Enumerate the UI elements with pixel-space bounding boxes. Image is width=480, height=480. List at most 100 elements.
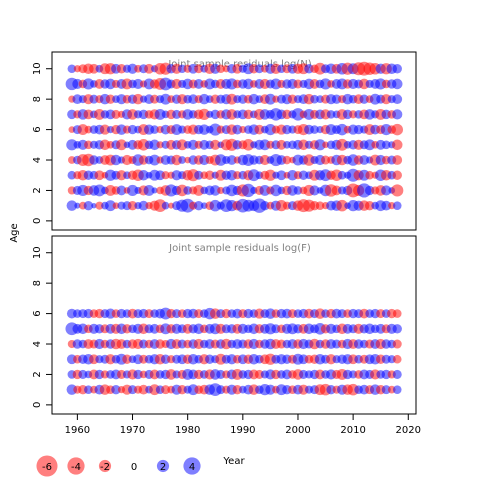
residual-bubble xyxy=(116,139,127,151)
residual-bubble xyxy=(260,200,270,211)
residual-bubble xyxy=(392,170,402,180)
residual-bubble xyxy=(264,169,277,181)
y-tick-label: 6 xyxy=(32,310,43,316)
residual-bubble xyxy=(392,354,402,364)
residual-bubble xyxy=(336,138,349,151)
residual-bubble xyxy=(127,124,138,135)
y-axis-label: Age xyxy=(9,223,20,242)
residual-bubble xyxy=(156,141,164,149)
residual-bubble xyxy=(151,187,158,194)
x-tick-label: 1970 xyxy=(120,425,145,436)
y-tick-label: 10 xyxy=(32,62,43,75)
residual-bubble xyxy=(336,199,348,212)
residual-bubble xyxy=(144,63,154,74)
residual-bubble xyxy=(364,200,375,211)
residual-bubble xyxy=(309,185,320,196)
y-axis: 0 2 4 6 8 10 xyxy=(32,62,52,224)
residual-bubble xyxy=(336,123,348,136)
residual-bubble xyxy=(232,124,243,135)
residual-bubble xyxy=(381,385,391,395)
residual-bubble xyxy=(193,185,205,196)
residual-bubble xyxy=(241,183,255,198)
legend-label: 0 xyxy=(131,462,137,473)
residual-bubble xyxy=(391,78,403,90)
residual-bubble xyxy=(153,199,167,213)
residual-bubble xyxy=(381,185,392,196)
residual-bubble xyxy=(198,108,210,120)
legend-bubble xyxy=(183,457,201,475)
residual-bubble xyxy=(66,139,78,151)
residual-bubble xyxy=(298,170,309,180)
residual-bubble xyxy=(105,94,116,104)
residual-bubble xyxy=(392,109,403,120)
residual-bubble xyxy=(392,155,403,165)
residual-bubble xyxy=(359,155,370,165)
residual-bubble xyxy=(198,93,210,105)
residual-bubble xyxy=(391,184,404,197)
residual-bubble xyxy=(89,63,99,74)
residual-bubble xyxy=(161,201,170,210)
residual-bubble xyxy=(210,139,221,150)
residual-bubble xyxy=(112,202,120,209)
residual-bubble xyxy=(310,94,319,104)
residual-bubble xyxy=(105,200,116,212)
residual-bubble xyxy=(392,324,402,334)
y-tick-label: 4 xyxy=(32,341,43,347)
residual-bubble xyxy=(126,184,139,197)
legend-bubble xyxy=(36,455,58,477)
residual-bubble xyxy=(243,109,254,120)
residual-bubble xyxy=(178,156,187,164)
legend-bubble xyxy=(98,459,112,473)
residual-bubble xyxy=(364,139,376,151)
residual-bubble xyxy=(259,154,270,166)
residual-bubble xyxy=(254,64,264,74)
residual-bubble xyxy=(226,155,237,165)
residual-bubble xyxy=(193,200,204,211)
residual-bubble xyxy=(391,123,404,136)
residual-bubble xyxy=(359,94,369,104)
residual-bubble xyxy=(149,154,161,166)
residual-bubble xyxy=(116,170,127,181)
x-axis: 1960 1970 1980 1990 2000 2010 2020 xyxy=(65,413,421,436)
y-tick-label: 0 xyxy=(32,218,43,224)
residual-bubble xyxy=(282,155,292,165)
residual-bubble xyxy=(216,64,226,74)
legend-label: 2 xyxy=(160,462,166,473)
y-axis: 0 2 4 6 8 10 xyxy=(32,246,52,408)
residual-bubble xyxy=(392,339,402,349)
residual-bubble xyxy=(392,385,402,394)
residual-bubble xyxy=(254,124,265,135)
residual-bubble xyxy=(132,93,144,105)
residual-bubble xyxy=(127,63,138,74)
residual-bubble xyxy=(138,169,149,181)
residual-bubble xyxy=(161,385,171,395)
residual-bubble xyxy=(293,186,303,195)
residual-bubble xyxy=(122,354,132,364)
legend-bubble xyxy=(67,457,85,475)
residual-bubble xyxy=(154,108,166,120)
bubble-layer xyxy=(65,61,404,213)
residual-bubble xyxy=(127,200,138,211)
residual-bubble xyxy=(77,124,89,136)
residual-bubble xyxy=(67,64,77,74)
residual-bubble xyxy=(84,385,93,394)
residual-bubble xyxy=(365,170,374,180)
residual-bubble xyxy=(247,169,260,182)
residual-bubble xyxy=(133,369,143,380)
legend-label: -2 xyxy=(100,462,110,473)
panel-title: Joint sample residuals log(F) xyxy=(168,243,311,254)
residual-bubble xyxy=(392,94,403,105)
x-tick-label: 2000 xyxy=(285,425,310,436)
residual-bubble xyxy=(149,139,160,151)
y-tick-label: 2 xyxy=(32,371,43,377)
residual-bubble xyxy=(132,78,144,90)
residual-bubble xyxy=(176,139,188,151)
residual-bubble xyxy=(74,202,81,209)
y-tick-label: 8 xyxy=(32,280,43,286)
legend-label: 4 xyxy=(189,462,195,473)
residual-bubble xyxy=(337,170,347,180)
x-tick-label: 1960 xyxy=(65,425,90,436)
residual-bubble xyxy=(265,384,276,395)
residual-bubble xyxy=(270,184,282,197)
